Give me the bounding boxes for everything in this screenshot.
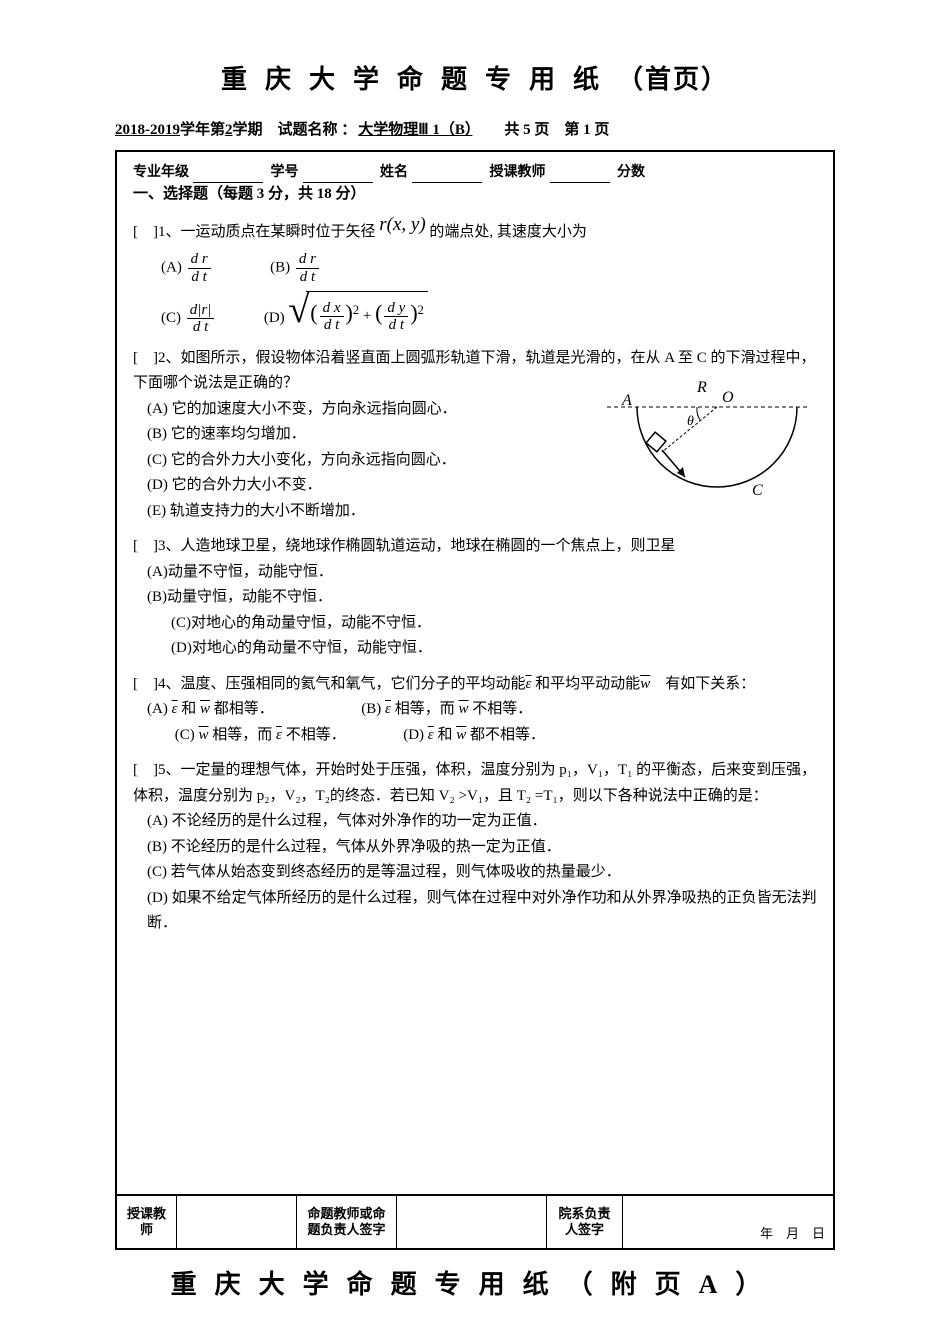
sig-author-blank[interactable] [397, 1196, 547, 1248]
q1-opt-d-sqrt: √ (d xd t)2 + (d yd t)2 [288, 291, 427, 334]
svg-text:A: A [621, 392, 632, 409]
q5-opt-a: (A) 不论经历的是什么过程，气体对外净作的功一定为正值． [147, 809, 817, 835]
q1-opt-b-frac: d r d t [296, 251, 319, 285]
q4-w-1: w [640, 676, 650, 692]
q4a-mid: 和 [178, 701, 201, 717]
svg-text:C: C [752, 482, 763, 499]
q4-mid: 和平均平动动能 [531, 676, 640, 692]
sem-mid1: 学年第 [180, 122, 225, 138]
question-5: [ ]5、一定量的理想气体，开始时处于压强，体积，温度分别为 p₁，V₁，T₁ … [133, 758, 817, 937]
q5-opt-b: (B) 不论经历的是什么过程，气体从外界净吸的热一定为正值． [147, 835, 817, 861]
footer-suffix: （附页A） [567, 1270, 780, 1299]
sig-dept-label: 院系负责人签字 [547, 1196, 623, 1248]
q4c-suf: 不相等． [282, 727, 346, 743]
q3-opt-c: (C)对地心的角动量守恒，动能不守恒． [171, 611, 817, 637]
blank-sid[interactable] [303, 167, 373, 183]
section-1-head: 一、选择题（每题 3 分，共 18 分） [133, 183, 817, 206]
question-1: [ ]1、一运动质点在某瞬时位于矢径 r(x, y) 的端点处, 其速度大小为 … [133, 215, 817, 336]
q5-opt-d: (D) 如果不给定气体所经历的是什么过程，则气体在过程中对外净作功和从外界净吸热… [147, 886, 817, 937]
q1-opt-a-frac: d r d t [188, 251, 211, 285]
q1-prefix: [ ]1、一运动质点在某瞬时位于矢径 [133, 224, 376, 240]
question-4: [ ]4、温度、压强相同的氦气和氧气，它们分子的平均动能ε 和平均平动动能w 有… [133, 672, 817, 749]
q4c-w: w [199, 727, 209, 743]
q3-opt-a: (A)动量不守恒，动能守恒． [147, 560, 817, 586]
semester-line: 2018-2019学年第2学期 试题名称 ：大学物理Ⅲ 1（B） 共 5 页 第… [115, 119, 835, 142]
exam-box: 专业年级 学号 姓名 授课教师 分数 一、选择题（每题 3 分，共 18 分） … [115, 150, 835, 1250]
q4b-pre: (B) [361, 701, 385, 717]
q4b-mid: 相等，而 [391, 701, 459, 717]
q4d-w: w [456, 727, 466, 743]
exam-name: 大学物理Ⅲ 1（B） [356, 122, 474, 138]
sem-num: 2 [225, 122, 233, 138]
q1-opt-c-frac: d|r| d t [187, 302, 215, 336]
title-main: 重庆大学命题专用纸 [221, 65, 617, 94]
label-major: 专业年级 [133, 165, 189, 180]
blank-teacher[interactable] [550, 167, 610, 183]
q5-text: [ ]5、一定量的理想气体，开始时处于压强，体积，温度分别为 p₁，V₁，T₁ … [133, 758, 817, 809]
svg-text:O: O [722, 389, 734, 406]
q4d-suf: 都不相等． [466, 727, 545, 743]
page-count: 共 5 页 第 1 页 [474, 122, 609, 138]
q4d-mid: 和 [434, 727, 457, 743]
q1-suffix: 的端点处, 其速度大小为 [429, 224, 587, 240]
q3-text: [ ]3、人造地球卫星，绕地球作椭圆轨道运动，地球在椭圆的一个焦点上，则卫星 [133, 534, 817, 560]
sig-date[interactable]: 年 月 日 [623, 1196, 833, 1248]
q4b-w: w [458, 701, 468, 717]
q2-figure: θ A O R C [597, 377, 817, 517]
signature-row: 授课教师 命题教师或命题负责人签字 院系负责人签字 年 月 日 [117, 1194, 833, 1248]
q4-prefix: [ ]4、温度、压强相同的氦气和氧气，它们分子的平均动能 [133, 676, 526, 692]
q3-opt-b: (B)动量守恒，动能不守恒． [147, 585, 817, 611]
label-name: 姓名 [380, 165, 408, 180]
q4c-mid: 相等，而 [209, 727, 277, 743]
q4a-pre: (A) [147, 701, 172, 717]
q4a-w: w [200, 701, 210, 717]
q4d-pre: (D) [403, 727, 428, 743]
sig-teacher-blank[interactable] [177, 1196, 297, 1248]
svg-text:R: R [696, 379, 707, 396]
q1-opt-a-label: (A) [161, 260, 182, 276]
svg-text:θ: θ [687, 414, 694, 429]
question-3: [ ]3、人造地球卫星，绕地球作椭圆轨道运动，地球在椭圆的一个焦点上，则卫星 (… [133, 534, 817, 662]
q1-opt-d-label: (D) [264, 310, 285, 326]
q3-opt-d: (D)对地心的角动量不守恒，动能守恒． [171, 636, 817, 662]
label-sid: 学号 [271, 165, 299, 180]
question-2: [ ]2、如图所示，假设物体沿着竖直面上圆弧形轨道下滑，轨道是光滑的，在从 A … [133, 346, 817, 525]
q4a-suf: 都相等． [210, 701, 274, 717]
page-title: 重庆大学命题专用纸（首页） [115, 60, 835, 99]
sig-teacher-label: 授课教师 [117, 1196, 177, 1248]
q1-opt-c-label: (C) [161, 310, 181, 326]
label-score: 分数 [617, 165, 645, 180]
sem-mid2: 学期 试题名称 ： [233, 122, 357, 138]
q4-suffix: 有如下关系： [650, 676, 755, 692]
q4b-suf: 不相等． [469, 701, 533, 717]
blank-major[interactable] [193, 167, 263, 183]
q5-opt-c: (C) 若气体从始态变到终态经历的是等温过程，则气体吸收的热量最少． [147, 860, 817, 886]
footer-main: 重庆大学命题专用纸 [171, 1270, 567, 1299]
q1-opt-b-label: (B) [270, 260, 290, 276]
footer-title: 重庆大学命题专用纸（附页A） [115, 1265, 835, 1304]
info-line: 专业年级 学号 姓名 授课教师 分数 [133, 162, 817, 183]
blank-name[interactable] [412, 167, 482, 183]
year-range: 2018-2019 [115, 122, 180, 138]
label-teacher: 授课教师 [490, 165, 546, 180]
q1-vector: r(x, y) [379, 214, 425, 235]
q4c-pre: (C) [175, 727, 199, 743]
title-suffix: （首页） [617, 65, 729, 94]
sig-author-label: 命题教师或命题负责人签字 [297, 1196, 397, 1248]
